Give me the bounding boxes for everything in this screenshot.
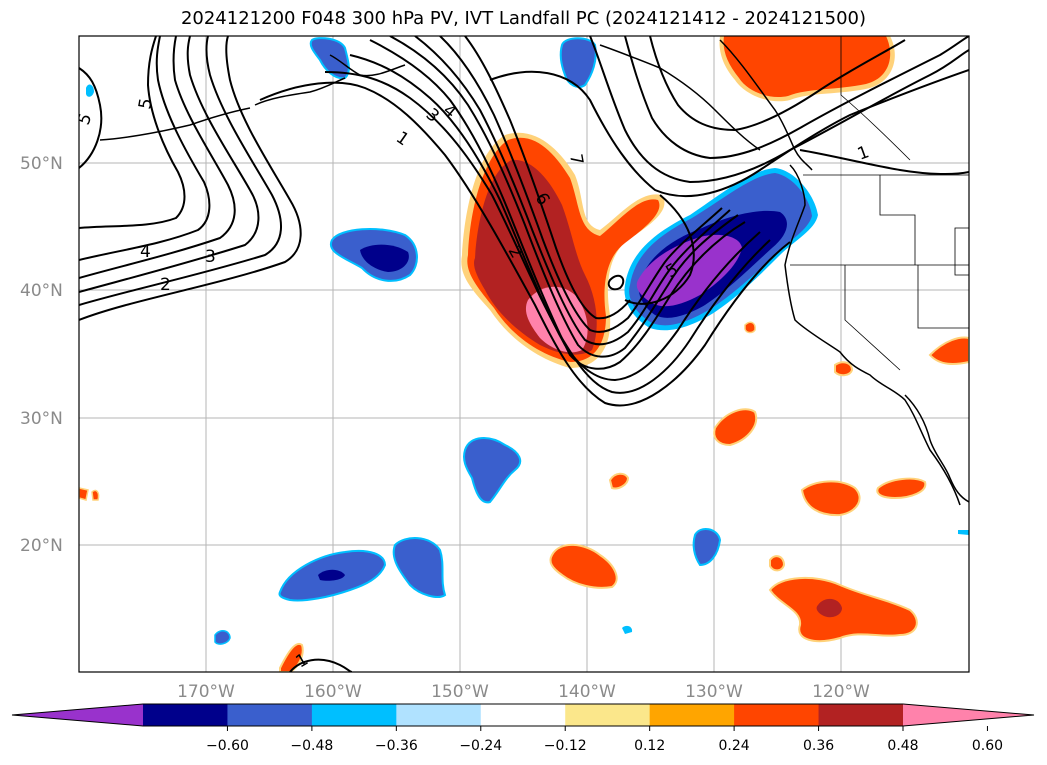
map-frame [78, 35, 970, 673]
colorbar-tick-label: 0.24 [719, 738, 750, 754]
colorbar-segment [143, 704, 228, 726]
colorbar: −0.60 −0.48 −0.36 −0.24 −0.12 0.12 0.24 0.36 0.4… [11, 703, 1035, 754]
lon-label: 130°W [685, 682, 743, 702]
lat-label: 50°N [20, 154, 63, 174]
contour-label: 4 [439, 101, 460, 123]
lon-label: 140°W [558, 682, 616, 702]
pv-contours [79, 36, 969, 672]
lat-label: 40°N [20, 281, 63, 301]
positive-anomaly-shading [79, 36, 969, 672]
colorbar-tick-label: 0.12 [634, 738, 665, 754]
colorbar-tick-label: 0.48 [887, 738, 918, 754]
map-title: 2024121200 F048 300 hPa PV, IVT Landfall… [180, 8, 867, 29]
graticule [79, 36, 969, 672]
colorbar-extend-min [12, 704, 143, 726]
colorbar-segment [480, 704, 566, 726]
contour-label: 1 [392, 128, 412, 151]
contour-label: 5 [135, 97, 157, 111]
lon-label: 120°W [812, 682, 870, 702]
colorbar-extend-max [903, 704, 1034, 726]
lat-label: 20°N [20, 536, 63, 556]
lat-label: 30°N [20, 409, 63, 429]
map-field: 5 4 3 2 1 3 4 1 7 6 2 5 1 5 [74, 36, 969, 672]
contour-label: 2 [160, 275, 171, 295]
contour-label: 5 [74, 111, 96, 128]
colorbar-tick-label: −0.24 [459, 738, 502, 754]
contour-label: 3 [205, 247, 216, 267]
lon-label: 150°W [431, 682, 489, 702]
colorbar-segment [565, 704, 651, 726]
coastlines [99, 39, 969, 506]
colorbar-outline [11, 703, 1035, 727]
colorbar-tick-label: −0.48 [290, 738, 333, 754]
contour-label: 4 [140, 242, 151, 262]
longitude-labels: 170°W 160°W 150°W 140°W 130°W 120°W [177, 682, 870, 702]
latitude-labels: 50°N 40°N 30°N 20°N [20, 154, 63, 556]
colorbar-segment [818, 704, 904, 726]
colorbar-tick-label: −0.36 [375, 738, 418, 754]
colorbar-segment [649, 704, 735, 726]
lon-label: 160°W [304, 682, 362, 702]
colorbar-tick-label: −0.12 [544, 738, 587, 754]
colorbar-tick-label: 0.36 [803, 738, 834, 754]
colorbar-segment [227, 704, 313, 726]
colorbar-tick-label: −0.60 [206, 738, 249, 754]
colorbar-segment [311, 704, 397, 726]
political-borders [790, 36, 969, 371]
lon-label: 170°W [177, 682, 235, 702]
colorbar-segment [396, 704, 482, 726]
colorbar-tick-label: 0.60 [972, 738, 1003, 754]
contour-label: 7 [565, 152, 587, 166]
colorbar-segment [734, 704, 820, 726]
